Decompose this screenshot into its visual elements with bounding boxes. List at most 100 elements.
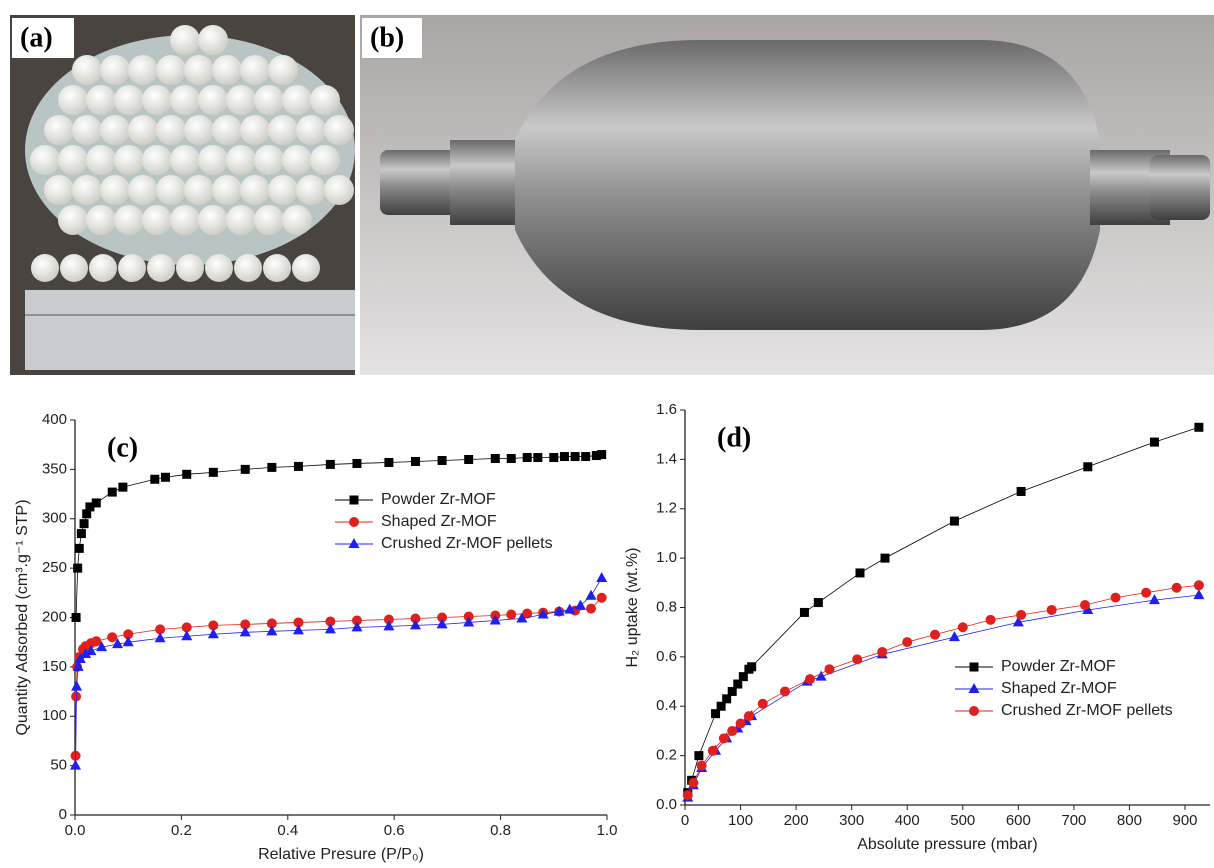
legend-label: Crushed Zr-MOF pellets bbox=[1001, 702, 1173, 719]
marker bbox=[1017, 487, 1026, 496]
marker bbox=[464, 455, 473, 464]
marker bbox=[575, 600, 586, 610]
y-tick-label: 300 bbox=[42, 510, 67, 527]
marker bbox=[805, 674, 815, 684]
y-tick-label: 0.2 bbox=[656, 747, 677, 764]
marker bbox=[1016, 610, 1026, 620]
x-tick-label: 400 bbox=[895, 812, 920, 829]
pellet bbox=[86, 145, 116, 175]
pellet bbox=[198, 205, 228, 235]
pellet bbox=[72, 115, 102, 145]
pellet bbox=[254, 205, 284, 235]
marker bbox=[1194, 423, 1203, 432]
marker bbox=[491, 454, 500, 463]
pellet bbox=[212, 55, 242, 85]
legend-marker bbox=[350, 496, 359, 505]
pellet bbox=[226, 145, 256, 175]
marker bbox=[80, 519, 89, 528]
marker bbox=[75, 544, 84, 553]
marker bbox=[596, 572, 607, 582]
pellet bbox=[170, 25, 200, 55]
pellet bbox=[114, 205, 144, 235]
pellet bbox=[226, 205, 256, 235]
marker bbox=[571, 452, 580, 461]
pellet bbox=[58, 145, 88, 175]
pellet bbox=[118, 254, 146, 282]
pellet bbox=[212, 175, 242, 205]
x-tick-label: 900 bbox=[1172, 812, 1197, 829]
x-tick-label: 700 bbox=[1061, 812, 1086, 829]
legend-label: Powder Zr-MOF bbox=[381, 491, 496, 508]
x-tick-label: 1.0 bbox=[597, 822, 618, 839]
marker bbox=[549, 453, 558, 462]
pellet bbox=[184, 175, 214, 205]
x-tick-label: 500 bbox=[950, 812, 975, 829]
marker bbox=[930, 630, 940, 640]
x-tick-label: 100 bbox=[728, 812, 753, 829]
pellet bbox=[142, 205, 172, 235]
marker bbox=[325, 623, 336, 633]
y-axis-label: H₂ uptake (wt.%) bbox=[624, 547, 641, 667]
marker bbox=[958, 622, 968, 632]
y-tick-label: 0 bbox=[59, 806, 67, 823]
pellet bbox=[198, 145, 228, 175]
pellet bbox=[184, 115, 214, 145]
marker bbox=[1080, 600, 1090, 610]
pellet bbox=[147, 254, 175, 282]
marker bbox=[597, 450, 606, 459]
marker bbox=[1193, 589, 1204, 599]
marker bbox=[182, 470, 191, 479]
pellet bbox=[86, 85, 116, 115]
marker bbox=[384, 458, 393, 467]
pellet bbox=[205, 254, 233, 282]
marker bbox=[727, 726, 737, 736]
marker bbox=[597, 593, 607, 603]
pellet bbox=[184, 55, 214, 85]
legend-marker bbox=[349, 538, 360, 548]
marker bbox=[852, 654, 862, 664]
marker bbox=[1149, 594, 1160, 604]
pellet bbox=[292, 254, 320, 282]
y-tick-label: 0.0 bbox=[656, 796, 677, 813]
marker bbox=[123, 636, 134, 646]
marker bbox=[586, 604, 596, 614]
legend-marker bbox=[969, 706, 979, 716]
marker bbox=[107, 632, 117, 642]
x-axis-label: Absolute pressure (mbar) bbox=[857, 836, 1038, 853]
x-tick-label: 0.8 bbox=[490, 822, 511, 839]
marker bbox=[744, 711, 754, 721]
series-line bbox=[688, 427, 1199, 792]
pellet bbox=[89, 254, 117, 282]
marker bbox=[507, 454, 516, 463]
marker bbox=[411, 457, 420, 466]
x-tick-label: 600 bbox=[1006, 812, 1031, 829]
y-tick-label: 1.6 bbox=[656, 401, 677, 418]
marker bbox=[856, 568, 865, 577]
x-axis-label: Relative Presure (P/P₀) bbox=[258, 846, 424, 863]
marker bbox=[240, 626, 251, 636]
marker bbox=[581, 452, 590, 461]
marker bbox=[155, 632, 166, 642]
y-tick-label: 0.4 bbox=[656, 697, 677, 714]
pellet bbox=[128, 55, 158, 85]
legend-label: Shaped Zr-MOF bbox=[1001, 680, 1117, 697]
pellet bbox=[226, 85, 256, 115]
pellet bbox=[324, 175, 354, 205]
x-tick-label: 800 bbox=[1117, 812, 1142, 829]
marker bbox=[241, 465, 250, 474]
pellet bbox=[114, 85, 144, 115]
pellet bbox=[234, 254, 262, 282]
marker bbox=[209, 468, 218, 477]
y-tick-label: 1.4 bbox=[656, 450, 677, 467]
x-tick-label: 0.0 bbox=[65, 822, 86, 839]
marker bbox=[881, 554, 890, 563]
pellet bbox=[100, 55, 130, 85]
pellet bbox=[296, 115, 326, 145]
pellet bbox=[268, 175, 298, 205]
pellet bbox=[268, 115, 298, 145]
marker bbox=[1047, 605, 1057, 615]
marker bbox=[1150, 438, 1159, 447]
pellet bbox=[72, 55, 102, 85]
marker bbox=[694, 751, 703, 760]
pellet bbox=[268, 55, 298, 85]
